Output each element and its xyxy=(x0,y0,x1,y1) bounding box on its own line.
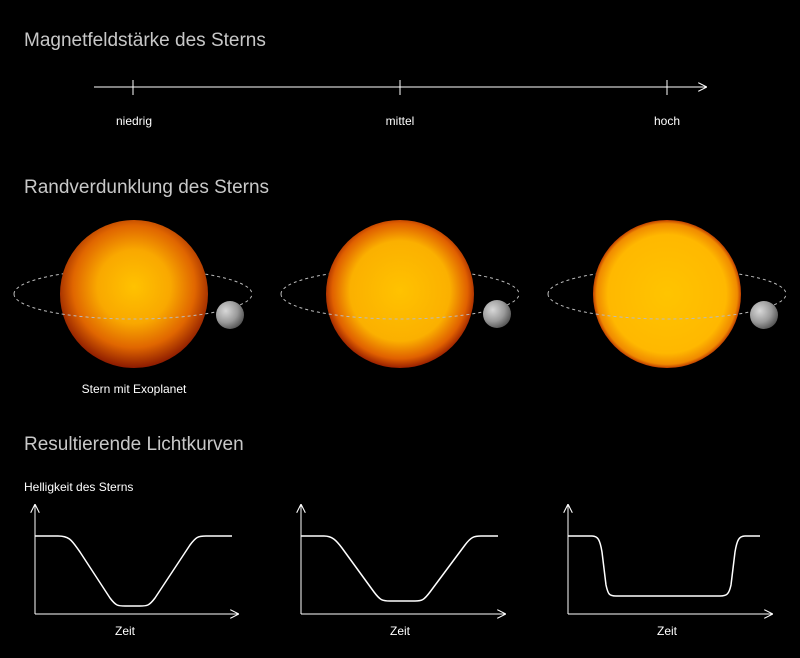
light-curve-1 xyxy=(35,535,232,607)
star-system-low xyxy=(13,220,253,368)
light-curve-3 xyxy=(568,535,760,597)
y-axis-label: Helligkeit des Sterns xyxy=(24,480,134,494)
heading-limb-darkening: Randverdunklung des Sterns xyxy=(24,177,270,198)
star-system-mid xyxy=(280,220,520,368)
star-system-high xyxy=(547,220,787,368)
orbit-front xyxy=(13,293,253,320)
magnetic-field-scale xyxy=(94,80,706,95)
orbit-back xyxy=(547,268,787,295)
orbit-back xyxy=(280,268,520,295)
light-curve-2 xyxy=(301,535,498,602)
scale-label-mid: mittel xyxy=(385,114,415,128)
exoplanet xyxy=(216,301,244,329)
star-caption: Stern mit Exoplanet xyxy=(81,382,187,396)
exoplanet xyxy=(483,300,511,328)
star-medium-limb-darkening xyxy=(326,220,474,368)
exoplanet xyxy=(750,301,778,329)
x-axis-label-2: Zeit xyxy=(389,624,411,638)
heading-magnetic-field: Magnetfeldstärke des Sterns xyxy=(24,30,266,51)
star-strong-limb-darkening xyxy=(60,220,208,368)
light-curve-plot-2 xyxy=(301,505,505,614)
orbit-front xyxy=(547,293,787,320)
star-weak-limb-darkening xyxy=(593,220,741,368)
scale-label-high: hoch xyxy=(653,114,681,128)
scale-label-low: niedrig xyxy=(115,114,153,128)
x-axis-label-1: Zeit xyxy=(114,624,136,638)
light-curve-plot-3 xyxy=(568,505,772,614)
heading-light-curves: Resultierende Lichtkurven xyxy=(24,434,244,455)
orbit-front xyxy=(280,293,520,320)
light-curve-plot-1 xyxy=(35,505,238,614)
orbit-back xyxy=(13,268,253,295)
x-axis-label-3: Zeit xyxy=(656,624,678,638)
